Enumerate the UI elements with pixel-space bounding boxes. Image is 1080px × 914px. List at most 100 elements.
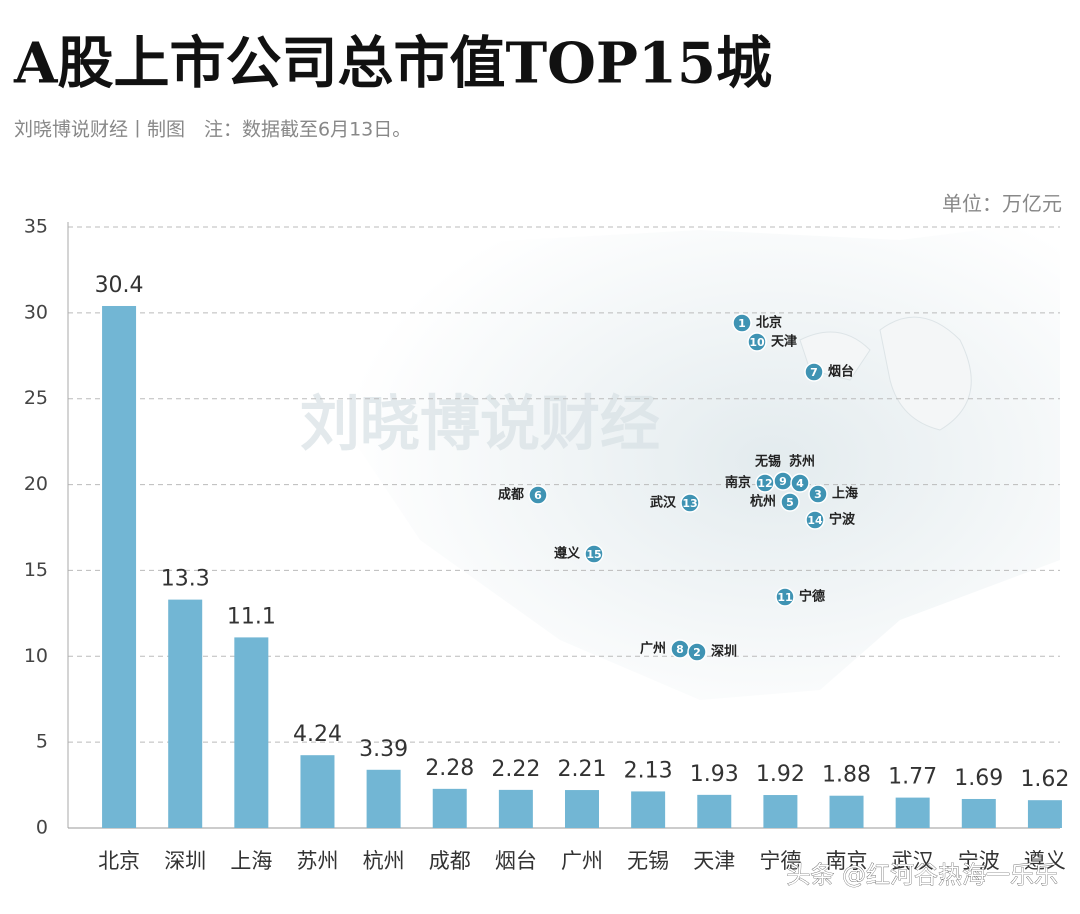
y-tick-label: 0 xyxy=(36,817,48,839)
map-marker-rank: 1 xyxy=(738,317,746,330)
bar xyxy=(829,795,864,828)
map-marker-rank: 4 xyxy=(796,477,804,490)
x-tick-label: 南京 xyxy=(826,849,868,873)
bar xyxy=(565,790,599,828)
map-marker xyxy=(584,544,604,564)
map-marker xyxy=(680,493,700,513)
map-marker-label: 宁波 xyxy=(829,512,856,528)
map-marker-label: 成都 xyxy=(498,487,524,503)
x-tick-label: 北京 xyxy=(98,849,140,873)
map-marker-rank: 11 xyxy=(777,591,792,604)
value-label: 2.28 xyxy=(425,756,474,781)
x-tick-label: 上海 xyxy=(230,849,272,873)
bar xyxy=(961,798,996,828)
chart-subtitle: 刘晓博说财经丨制图 注：数据截至6月13日。 xyxy=(14,119,411,141)
map-marker-label: 杭州 xyxy=(750,494,776,510)
value-label: 13.3 xyxy=(161,567,210,592)
bar xyxy=(697,794,732,828)
map-marker xyxy=(790,473,810,493)
map-marker-label: 烟台 xyxy=(828,364,854,380)
value-label: 1.62 xyxy=(1020,767,1069,792)
x-tick-label: 宁德 xyxy=(759,849,801,873)
watermark: 头条 @红河谷热海一乐乐 xyxy=(786,861,1058,889)
value-label: 1.69 xyxy=(954,766,1003,791)
map-marker-rank: 9 xyxy=(779,475,787,488)
map-marker-rank: 13 xyxy=(682,497,697,510)
value-label: 11.1 xyxy=(227,604,276,629)
map-marker-rank: 3 xyxy=(814,488,822,501)
value-label: 1.88 xyxy=(822,763,871,788)
y-tick-label: 30 xyxy=(24,301,48,323)
map-marker xyxy=(775,587,795,607)
map-land xyxy=(799,316,972,431)
map-marker-rank: 8 xyxy=(676,643,684,656)
map-marker-rank: 2 xyxy=(693,646,701,659)
x-tick-label: 广州 xyxy=(561,849,603,873)
x-tick-label: 成都 xyxy=(429,849,471,873)
map-marker-label: 苏州 xyxy=(789,454,815,470)
value-label: 1.93 xyxy=(690,762,739,787)
value-label: 2.21 xyxy=(558,757,607,782)
y-tick-label: 10 xyxy=(24,645,48,667)
map-marker-label: 深圳 xyxy=(711,644,737,660)
value-label: 2.13 xyxy=(624,758,673,783)
bar xyxy=(432,788,467,828)
y-tick-label: 20 xyxy=(24,473,48,495)
map-background xyxy=(340,220,1060,700)
x-tick-label: 宁波 xyxy=(958,849,1000,873)
map-marker xyxy=(747,332,767,352)
map-marker-rank: 12 xyxy=(757,477,772,490)
map-marker-rank: 5 xyxy=(786,496,794,509)
value-label: 30.4 xyxy=(95,273,144,298)
map-marker xyxy=(780,492,800,512)
x-tick-label: 深圳 xyxy=(164,849,206,873)
value-label: 1.92 xyxy=(756,762,805,787)
map-marker-label: 广州 xyxy=(640,641,666,657)
map-marker-label: 上海 xyxy=(832,486,858,502)
x-tick-label: 烟台 xyxy=(495,849,537,873)
map-marker-label: 宁德 xyxy=(799,589,825,605)
map-marker-rank: 14 xyxy=(807,514,823,527)
y-tick-label: 25 xyxy=(24,387,48,409)
map-marker-label: 南京 xyxy=(725,475,751,491)
bar xyxy=(366,769,401,828)
value-label: 2.22 xyxy=(491,757,540,782)
map-marker-rank: 10 xyxy=(749,336,765,349)
map-marker-rank: 15 xyxy=(586,548,601,561)
value-label: 1.77 xyxy=(888,765,937,790)
x-tick-label: 苏州 xyxy=(296,849,338,873)
bar xyxy=(895,797,930,828)
y-tick-label: 15 xyxy=(24,559,48,581)
map-marker xyxy=(808,484,828,504)
map-marker xyxy=(804,362,824,382)
bar xyxy=(631,791,666,828)
y-tick-label: 35 xyxy=(24,216,48,238)
bar xyxy=(1027,800,1062,828)
chart-title: A股上市公司总市值TOP15城 xyxy=(13,31,772,97)
y-tick-label: 5 xyxy=(36,731,48,753)
map-marker-label: 天津 xyxy=(771,334,797,350)
x-tick-label: 遵义 xyxy=(1024,849,1066,873)
bar xyxy=(498,789,533,828)
x-tick-label: 无锡 xyxy=(627,849,669,873)
unit-label: 单位：万亿元 xyxy=(942,192,1062,216)
value-label: 4.24 xyxy=(293,722,342,747)
map-marker xyxy=(528,485,548,505)
map-marker xyxy=(732,313,752,333)
map-marker-label: 遵义 xyxy=(554,546,581,562)
value-label: 3.39 xyxy=(359,737,408,762)
x-tick-label: 天津 xyxy=(693,849,735,873)
bar xyxy=(300,755,335,828)
map-marker-rank: 7 xyxy=(810,366,818,379)
map-marker-label: 武汉 xyxy=(650,495,677,511)
x-tick-label: 杭州 xyxy=(363,849,405,873)
watermark: 刘晓博说财经 xyxy=(300,390,660,460)
bar xyxy=(168,599,203,828)
map-marker-label: 北京 xyxy=(756,315,782,331)
x-tick-label: 武汉 xyxy=(892,849,934,873)
bar xyxy=(763,795,798,828)
bar xyxy=(102,305,137,828)
bar xyxy=(234,637,269,828)
map-marker-rank: 6 xyxy=(534,489,542,502)
